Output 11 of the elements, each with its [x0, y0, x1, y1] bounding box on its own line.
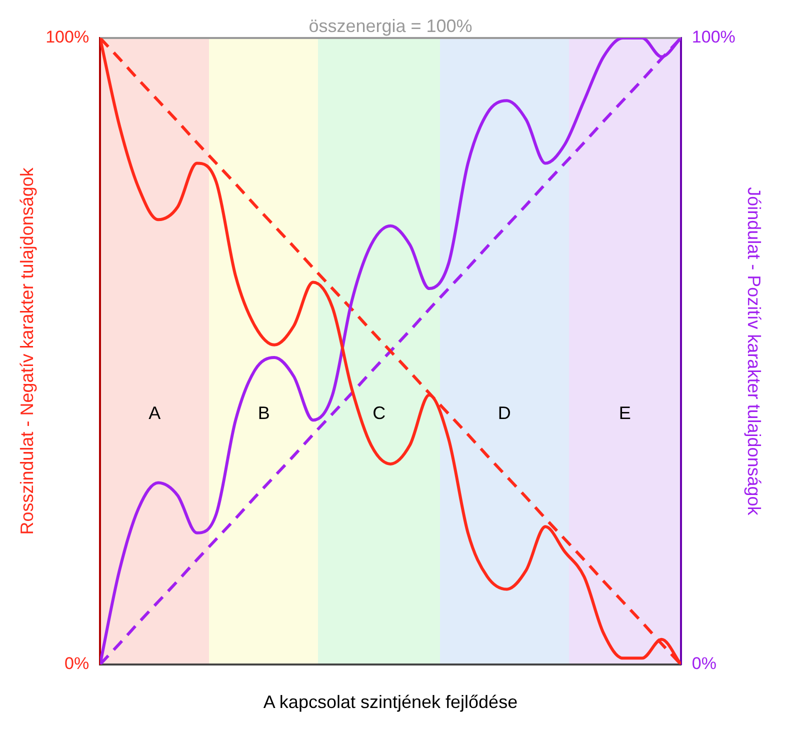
- annotation: E: [618, 402, 631, 423]
- y2-tick-label: 0%: [692, 654, 716, 674]
- annotation: A: [148, 402, 161, 423]
- y2-axis-title: Jóindulat - Pozitív karakter tulajdonságok: [744, 187, 764, 516]
- ref-line-label: összenergia = 100%: [308, 16, 472, 36]
- annotation: B: [258, 402, 270, 423]
- x-axis-title: A kapcsolat szintjének fejlődése: [263, 692, 518, 712]
- y-axis-title: Rosszindulat - Negatív karakter tulajdonságok: [16, 166, 37, 535]
- y2-tick-label: 100%: [692, 28, 736, 47]
- annotation: C: [372, 402, 386, 423]
- annotation: D: [498, 402, 511, 423]
